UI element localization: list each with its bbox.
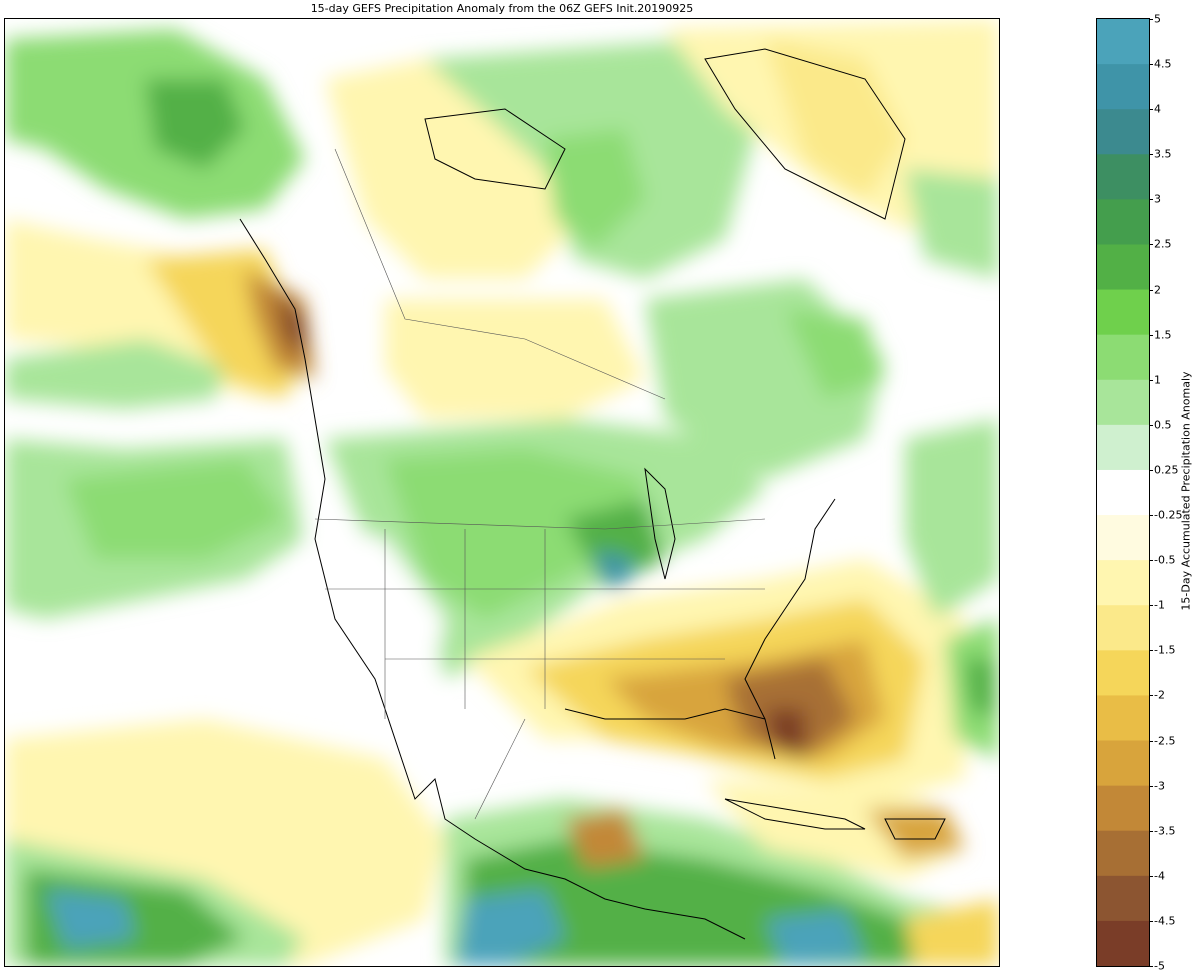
- colorbar-tick-label: 4: [1154, 102, 1161, 116]
- colorbar-tick-mark: [1149, 469, 1153, 471]
- colorbar-tick-mark: [1149, 424, 1153, 426]
- colorbar-tick-mark: [1149, 966, 1153, 967]
- colorbar-segment: [1097, 244, 1149, 291]
- colorbar-tick-mark: [1149, 19, 1153, 20]
- colorbar-tick-mark: [1149, 785, 1153, 787]
- colorbar-tick-mark: [1149, 560, 1153, 562]
- colorbar-tick-mark: [1149, 109, 1153, 111]
- colorbar-tick-label: 2.5: [1154, 237, 1172, 251]
- colorbar-label: 15-Day Accumulated Precipitation Anomaly: [1179, 371, 1193, 611]
- colorbar-tick-mark: [1149, 830, 1153, 832]
- colorbar-tick-label: 5: [1154, 12, 1161, 26]
- colorbar-segment: [1097, 424, 1149, 471]
- colorbar-segment: [1097, 199, 1149, 245]
- colorbar-tick-mark: [1149, 695, 1153, 697]
- colorbar-segment: [1097, 830, 1149, 877]
- colorbar-segment: [1097, 920, 1149, 966]
- colorbar-tick-mark: [1149, 515, 1153, 517]
- colorbar-tick-mark: [1149, 650, 1153, 652]
- colorbar-tick-label: -2.5: [1154, 734, 1176, 748]
- colorbar-segment: [1097, 695, 1149, 742]
- colorbar-tick-label: -0.25: [1154, 508, 1183, 522]
- colorbar-segment: [1097, 650, 1149, 696]
- colorbar-segment: [1097, 560, 1149, 606]
- colorbar-tick-mark: [1149, 334, 1153, 336]
- colorbar-tick-label: 1.5: [1154, 328, 1172, 342]
- colorbar-segment: [1097, 785, 1149, 832]
- colorbar-segment: [1097, 379, 1149, 426]
- coastlines: [239, 48, 946, 940]
- colorbar-segment: [1097, 154, 1149, 200]
- colorbar-tick-label: -3.5: [1154, 824, 1176, 838]
- colorbar-tick-mark: [1149, 154, 1153, 156]
- colorbar-tick-label: -2: [1154, 688, 1165, 702]
- colorbar-segment: [1097, 515, 1149, 561]
- colorbar-tick-mark: [1149, 199, 1153, 201]
- colorbar-tick-label: 0.25: [1154, 463, 1179, 477]
- colorbar-tick-label: 4.5: [1154, 57, 1172, 71]
- colorbar-segment: [1097, 64, 1149, 110]
- colorbar-tick-mark: [1149, 875, 1153, 877]
- colorbar-segment: [1097, 109, 1149, 155]
- colorbar-tick-label: -0.5: [1154, 553, 1176, 567]
- colorbar-tick-label: 0.5: [1154, 418, 1172, 432]
- colorbar-segment: [1097, 19, 1149, 65]
- colorbar-tick-label: 2: [1154, 283, 1161, 297]
- colorbar-segment: [1097, 605, 1149, 651]
- colorbar-tick-mark: [1149, 64, 1153, 66]
- colorbar-segment: [1097, 334, 1149, 381]
- colorbar-tick-label: 3: [1154, 192, 1161, 206]
- colorbar: [1096, 18, 1150, 967]
- colorbar-tick-label: -3: [1154, 779, 1165, 793]
- colorbar-tick-label: -5: [1154, 959, 1165, 973]
- anomaly-field: [5, 19, 999, 966]
- colorbar-segment: [1097, 875, 1149, 922]
- colorbar-tick-label: -4.5: [1154, 914, 1176, 928]
- colorbar-tick-mark: [1149, 244, 1153, 246]
- colorbar-tick-label: -4: [1154, 869, 1165, 883]
- colorbar-tick-label: 1: [1154, 373, 1161, 387]
- colorbar-segment: [1097, 469, 1149, 516]
- colorbar-segment: [1097, 289, 1149, 336]
- colorbar-tick-label: -1.5: [1154, 643, 1176, 657]
- colorbar-tick-mark: [1149, 920, 1153, 922]
- colorbar-tick-label: -1: [1154, 598, 1165, 612]
- map-title: 15-day GEFS Precipitation Anomaly from t…: [310, 2, 694, 15]
- colorbar-tick-mark: [1149, 605, 1153, 607]
- colorbar-tick-mark: [1149, 289, 1153, 291]
- precipitation-anomaly-map: [4, 18, 1000, 967]
- colorbar-tick-mark: [1149, 379, 1153, 381]
- colorbar-tick-mark: [1149, 740, 1153, 742]
- colorbar-tick-label: 3.5: [1154, 147, 1172, 161]
- political-boundaries: [314, 148, 766, 820]
- colorbar-segment: [1097, 740, 1149, 787]
